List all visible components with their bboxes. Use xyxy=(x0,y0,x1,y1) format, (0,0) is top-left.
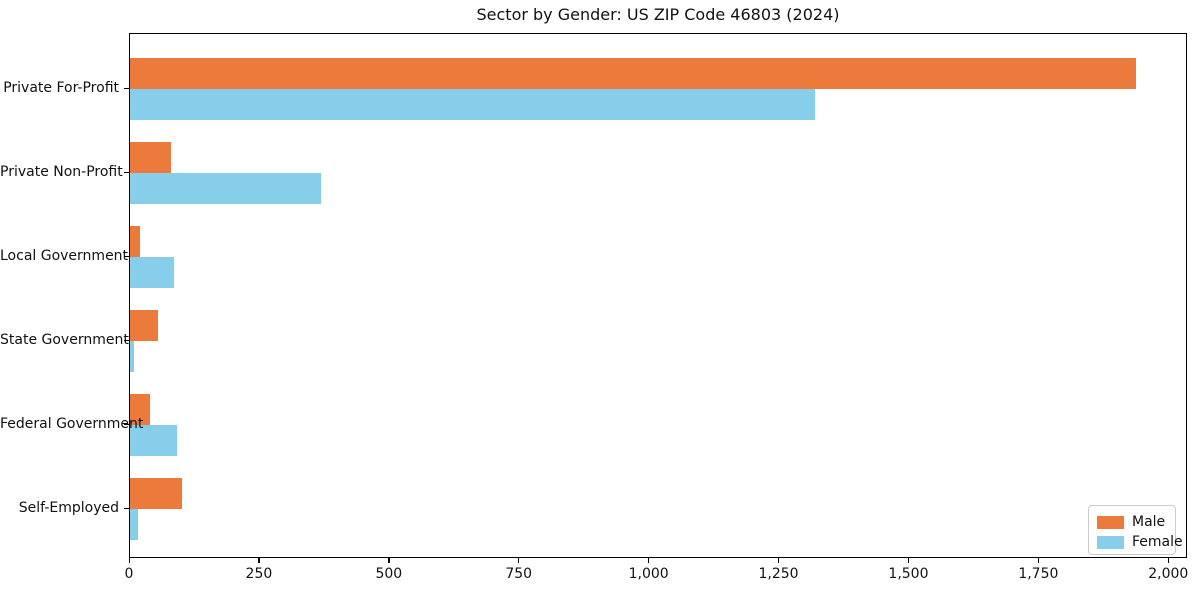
x-tick-label-750: 750 xyxy=(505,566,533,582)
bar-male-private-for-profit xyxy=(130,58,1136,89)
legend-swatch-female xyxy=(1097,535,1124,549)
y-tick-mark xyxy=(124,423,129,425)
x-tick-label-1-750: 1,750 xyxy=(1018,566,1059,582)
x-tick-mark xyxy=(518,558,520,563)
bar-female-private-for-profit xyxy=(130,89,815,120)
bar-male-local-government xyxy=(130,226,141,257)
x-tick-label-1-250: 1,250 xyxy=(758,566,799,582)
bar-female-private-non-profit xyxy=(130,173,322,204)
legend-entry-male: Male xyxy=(1097,512,1167,532)
chart-title: Sector by Gender: US ZIP Code 46803 (202… xyxy=(476,5,840,24)
x-tick-mark xyxy=(648,558,650,563)
bar-female-state-government xyxy=(130,341,135,372)
x-tick-label-1-000: 1,000 xyxy=(628,566,669,582)
y-tick-mark xyxy=(124,339,129,341)
y-tick-label-self-employed: Self-Employed xyxy=(18,500,119,516)
x-tick-mark xyxy=(907,558,910,563)
legend-label-male: Male xyxy=(1132,514,1166,530)
plot-area xyxy=(129,33,1187,558)
bar-female-local-government xyxy=(130,257,175,288)
y-tick-label-federal-government: Federal Government xyxy=(0,416,144,432)
legend-swatch-male xyxy=(1097,515,1124,529)
y-tick-label-local-government: Local Government xyxy=(0,248,129,264)
y-tick-mark xyxy=(124,507,129,509)
bar-male-state-government xyxy=(130,310,159,341)
y-tick-mark xyxy=(124,87,129,89)
x-tick-label-500: 500 xyxy=(375,566,403,582)
bar-male-private-non-profit xyxy=(130,142,171,173)
y-tick-label-state-government: State Government xyxy=(0,332,129,348)
bar-male-self-employed xyxy=(130,478,182,509)
bar-female-self-employed xyxy=(130,509,139,540)
x-tick-label-0: 0 xyxy=(124,566,134,582)
bar-male-federal-government xyxy=(130,394,150,425)
x-tick-mark xyxy=(128,558,130,563)
x-tick-mark xyxy=(388,558,390,563)
x-tick-label-250: 250 xyxy=(245,566,273,582)
x-tick-mark xyxy=(258,558,260,563)
x-tick-mark xyxy=(1167,558,1169,563)
legend-entry-female: Female xyxy=(1097,532,1183,552)
y-tick-label-private-for-profit: Private For-Profit xyxy=(3,80,119,96)
y-tick-label-private-non-profit: Private Non-Profit xyxy=(0,164,123,180)
x-tick-mark xyxy=(1037,558,1040,563)
bar-female-federal-government xyxy=(130,425,177,456)
x-tick-mark xyxy=(778,558,780,563)
legend: Male Female xyxy=(1088,505,1183,555)
x-tick-label-2-000: 2,000 xyxy=(1148,566,1189,582)
legend-label-female: Female xyxy=(1132,534,1183,550)
x-tick-label-1-500: 1,500 xyxy=(888,566,929,582)
y-tick-mark xyxy=(124,171,129,173)
y-tick-mark xyxy=(124,255,129,257)
